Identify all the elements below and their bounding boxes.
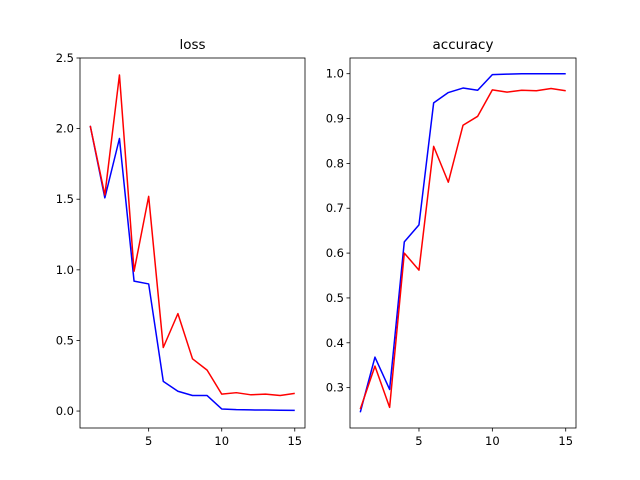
x-tick-label: 15 (287, 434, 302, 448)
y-tick-label: 0.5 (56, 333, 74, 347)
chart-title: loss (179, 37, 205, 53)
y-tick-label: 0.7 (326, 201, 344, 215)
series-line-1 (359, 87, 566, 410)
series-line-0 (359, 72, 566, 413)
y-tick-label: 0.3 (326, 381, 344, 395)
y-tick-label: 0.6 (326, 246, 344, 260)
y-tick-label: 1.5 (56, 192, 74, 206)
x-tick-label: 5 (415, 434, 422, 448)
y-tick-label: 2.0 (56, 122, 74, 136)
plot-frame (79, 57, 306, 429)
x-tick-label: 10 (214, 434, 229, 448)
y-tick-label: 0.8 (326, 156, 344, 170)
y-tick-label: 2.5 (56, 51, 74, 65)
y-tick-label: 0.9 (326, 112, 344, 126)
y-tick-label: 0.5 (326, 291, 344, 305)
chart-title: accuracy (433, 37, 494, 53)
y-tick-label: 0.0 (56, 404, 74, 418)
x-tick-label: 5 (145, 434, 152, 448)
x-tick-label: 15 (558, 434, 573, 448)
accuracy-chart: accuracy 5 10 15 0.3 0.4 0.5 0.6 0.7 0.8 0.9 1.0 (326, 37, 577, 448)
y-tick-label: 0.4 (326, 336, 344, 350)
y-tick-label: 1.0 (56, 263, 74, 277)
y-tick-label: 1.0 (326, 67, 344, 81)
loss-chart: loss 5 10 15 0.0 0.5 1.0 1.5 2.0 2.5 (56, 37, 306, 448)
series-line-1 (89, 74, 295, 397)
series-line-0 (89, 125, 295, 412)
x-tick-label: 10 (485, 434, 500, 448)
plot-frame (349, 57, 577, 429)
